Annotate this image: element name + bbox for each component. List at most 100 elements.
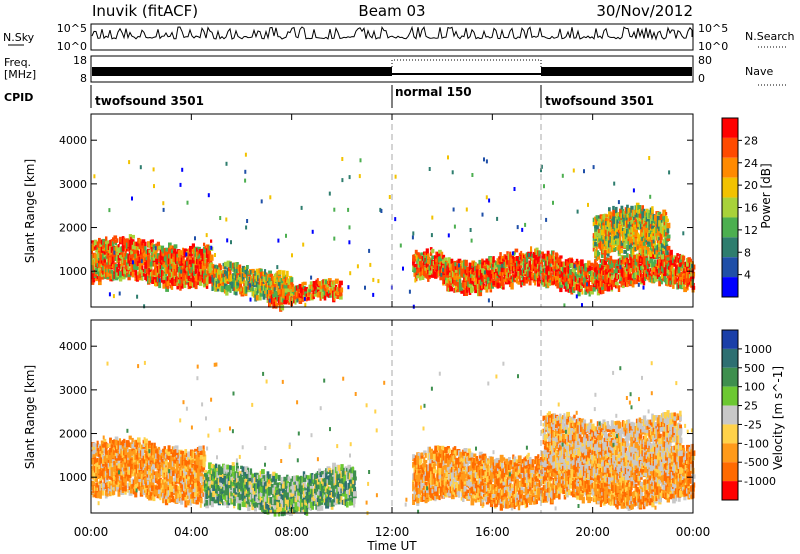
echo-cell bbox=[599, 264, 601, 268]
echo-cell bbox=[329, 192, 331, 196]
echo-cell bbox=[256, 295, 259, 301]
echo-cell bbox=[261, 199, 263, 203]
echo-cell bbox=[499, 252, 502, 256]
echo-cell bbox=[431, 216, 433, 220]
echo-cell bbox=[649, 195, 651, 199]
echo-cell bbox=[210, 255, 214, 261]
echo-cell bbox=[589, 266, 592, 272]
echo-cell bbox=[137, 251, 139, 256]
echo-cell bbox=[598, 252, 600, 255]
nsky-tick-bottom: 10^0 bbox=[57, 40, 87, 53]
echo-cell bbox=[208, 193, 210, 197]
echo-cell bbox=[155, 283, 157, 287]
echo-cell bbox=[570, 259, 573, 263]
echo-cell bbox=[137, 437, 141, 442]
echo-cell bbox=[474, 262, 477, 266]
echo-cell bbox=[552, 251, 554, 254]
nsky-tick-top: 10^5 bbox=[57, 22, 87, 35]
echo-cell bbox=[153, 167, 155, 171]
echo-cell bbox=[210, 240, 212, 243]
echo-cell bbox=[115, 437, 119, 440]
echo-cell bbox=[608, 207, 611, 211]
echo-cell bbox=[278, 270, 282, 275]
nave-trace bbox=[392, 60, 541, 67]
echo-cell bbox=[478, 260, 481, 265]
echo-cell bbox=[176, 460, 179, 465]
echo-cell bbox=[290, 277, 293, 282]
echo-cell bbox=[214, 253, 216, 257]
echo-cell bbox=[225, 218, 227, 222]
echo-cell bbox=[187, 201, 189, 205]
colorbar-tick-label: 12 bbox=[744, 224, 758, 237]
colorbar-segment bbox=[722, 277, 738, 297]
echo-cell bbox=[510, 283, 513, 290]
echo-cell bbox=[295, 300, 297, 305]
freq-label-bottom: [MHz] bbox=[4, 68, 36, 81]
echo-cell bbox=[615, 207, 618, 213]
echo-cell bbox=[611, 275, 613, 279]
echo-cell bbox=[219, 216, 221, 220]
echo-cell bbox=[497, 282, 500, 289]
echo-cell bbox=[335, 279, 339, 284]
y-tick-label: 4000 bbox=[59, 134, 87, 147]
cpid-strip: CPID twofsound 3501 normal 150 twofsound… bbox=[4, 85, 654, 108]
echo-cell bbox=[159, 278, 161, 282]
velocity-echo-cells bbox=[91, 361, 696, 517]
echo-cell bbox=[261, 469, 265, 474]
echo-cell bbox=[573, 169, 575, 173]
echo-cell bbox=[515, 249, 519, 253]
echo-cell bbox=[180, 183, 182, 187]
power-echo-cells bbox=[91, 153, 695, 312]
colorbar-segment bbox=[722, 257, 738, 277]
echo-cell bbox=[348, 240, 350, 244]
echo-cell bbox=[267, 471, 270, 475]
echo-cell bbox=[155, 246, 157, 250]
echo-cell bbox=[203, 243, 205, 246]
echo-cell bbox=[605, 214, 608, 217]
echo-cell bbox=[226, 238, 228, 242]
echo-cell bbox=[244, 170, 246, 174]
echo-cell bbox=[277, 239, 279, 243]
echo-cell bbox=[452, 170, 454, 174]
echo-cell bbox=[236, 463, 238, 466]
echo-cell bbox=[154, 443, 156, 449]
echo-cell bbox=[501, 264, 503, 268]
echo-cell bbox=[665, 216, 668, 220]
echo-cell bbox=[163, 208, 165, 212]
echo-cell bbox=[269, 195, 271, 199]
echo-cell bbox=[583, 169, 585, 173]
echo-cell bbox=[314, 294, 317, 297]
echo-cell bbox=[232, 462, 235, 466]
echo-cell bbox=[524, 223, 526, 227]
echo-cell bbox=[638, 283, 640, 287]
echo-cell bbox=[517, 225, 519, 229]
echo-cell bbox=[195, 269, 198, 274]
freq-tick-top: 18 bbox=[73, 54, 87, 67]
echo-cell bbox=[453, 208, 455, 212]
echo-cell bbox=[200, 459, 203, 466]
freq-band-3 bbox=[541, 67, 692, 76]
echo-cell bbox=[301, 206, 303, 210]
echo-cell bbox=[123, 439, 125, 443]
colorbar-tick-label: 24 bbox=[744, 157, 758, 170]
echo-cell bbox=[586, 282, 588, 286]
echo-cell bbox=[132, 260, 134, 264]
echo-cell bbox=[136, 267, 139, 270]
echo-cell bbox=[302, 243, 304, 247]
echo-cell bbox=[203, 448, 205, 454]
echo-cell bbox=[312, 230, 314, 234]
echo-cell bbox=[132, 272, 135, 277]
echo-cell bbox=[613, 248, 615, 252]
echo-cell bbox=[143, 304, 145, 308]
echo-cell bbox=[92, 279, 95, 282]
echo-cell bbox=[349, 271, 351, 275]
echo-cell bbox=[158, 282, 161, 288]
echo-cell bbox=[667, 235, 671, 239]
echo-cell bbox=[136, 295, 138, 299]
echo-cell bbox=[470, 284, 473, 288]
nave-tick-top: 80 bbox=[698, 54, 712, 67]
nsky-trace bbox=[92, 27, 692, 39]
echo-cell bbox=[220, 265, 222, 270]
echo-cell bbox=[339, 281, 343, 286]
